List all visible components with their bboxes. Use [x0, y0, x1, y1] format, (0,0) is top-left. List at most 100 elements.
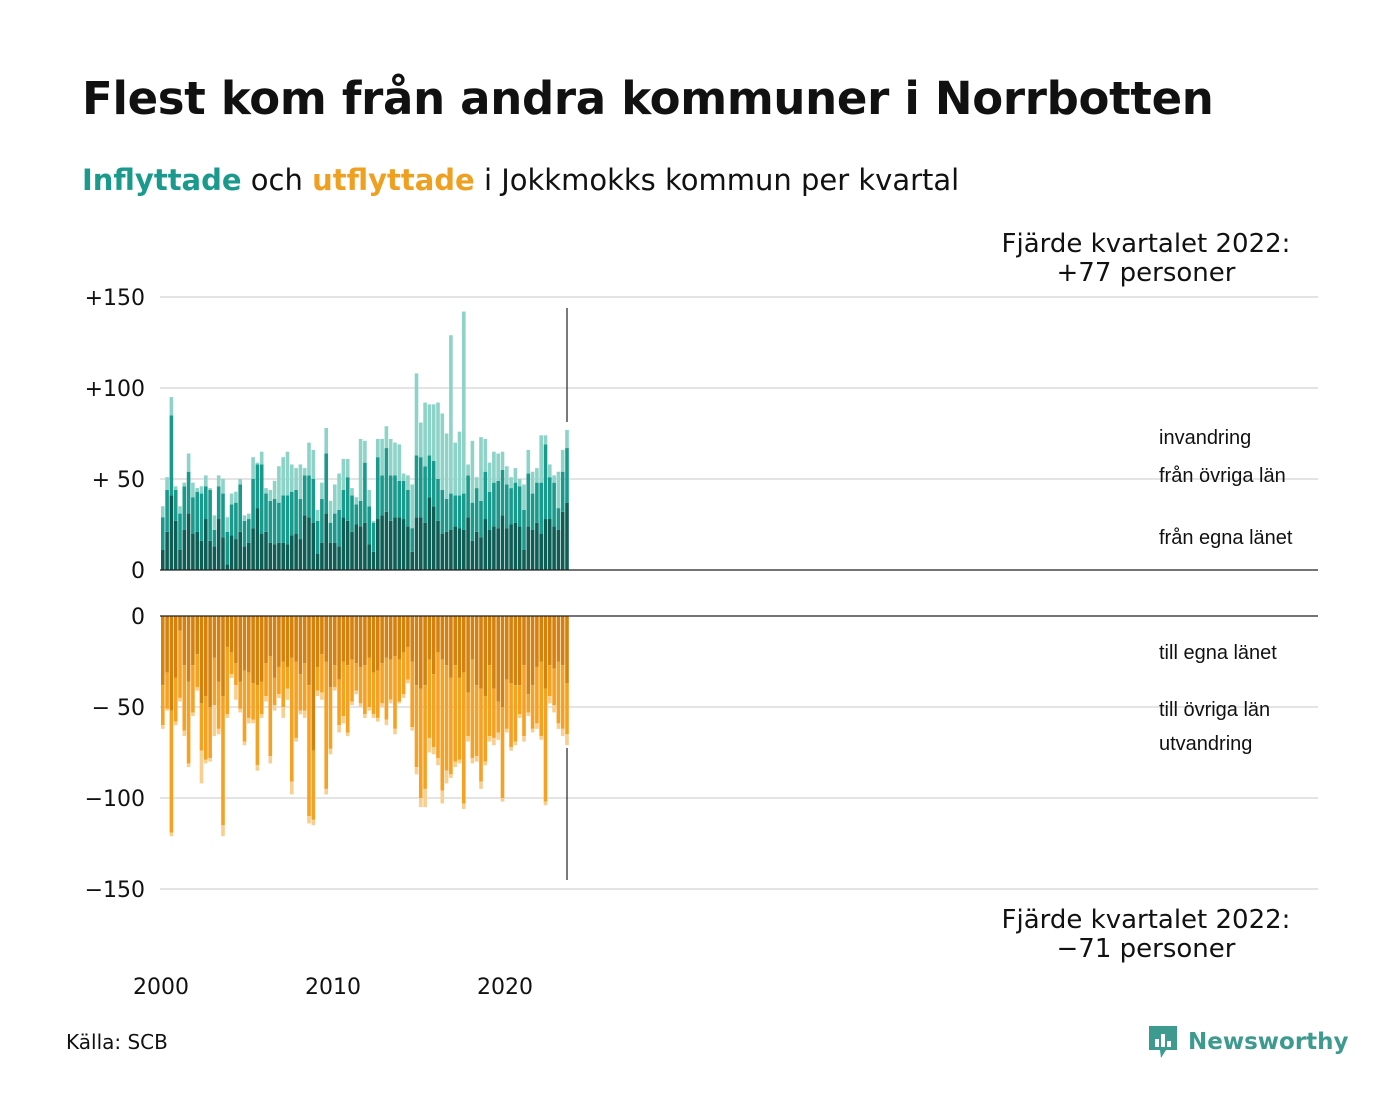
series-label-in: från egna länet [1159, 527, 1293, 549]
bar-out-segment [264, 663, 268, 697]
bar-out-segment [285, 688, 290, 700]
bar-out-segment [341, 616, 346, 662]
bar-in-segment [298, 499, 303, 540]
bar-out-segment [290, 657, 294, 782]
bar-in-segment [388, 520, 393, 570]
series-labels: från egna länet från övriga län invandring… [1159, 427, 1293, 755]
bar-out-segment [470, 616, 475, 660]
bar-in-segment [341, 517, 346, 570]
bar-in-segment [431, 506, 436, 570]
bar-out-segment [264, 616, 268, 664]
bar-out-segment [530, 685, 535, 729]
series-label-out: till övriga län [1159, 699, 1270, 721]
bar-out-segment [410, 616, 414, 662]
bar-in-segment [483, 471, 488, 520]
bar-out-segment [522, 736, 526, 742]
bar-in-segment [311, 522, 316, 570]
bar-in-segment [449, 529, 453, 570]
bar-in-segment [182, 529, 187, 570]
bar-out-segment [419, 798, 423, 808]
bar-out-segment [320, 616, 324, 655]
bar-in-segment [229, 493, 234, 505]
bar-in-segment [522, 549, 526, 570]
bar-in-segment [311, 479, 316, 523]
bar-in-segment [320, 499, 324, 543]
bar-in-segment [505, 484, 509, 529]
bar-in-segment [277, 466, 281, 503]
bar-out-segment [376, 670, 380, 718]
bar-out-segment [556, 723, 561, 729]
bar-in-segment [320, 542, 324, 570]
bar-out-segment [548, 696, 552, 704]
bar-in-segment [307, 442, 311, 476]
bar-out-segment [406, 679, 410, 684]
bar-in-segment [234, 539, 238, 570]
bar-in-segment [449, 335, 453, 494]
bar-out-segment [517, 616, 522, 686]
bar-in-segment [345, 458, 350, 478]
bar-out-segment [410, 727, 414, 731]
x-tick-label: 2000 [133, 975, 189, 1000]
bar-out-segment [414, 616, 419, 686]
bar-in-segment [436, 520, 440, 570]
bar-in-segment [556, 529, 561, 570]
bar-out-segment [457, 759, 462, 764]
y-tick-label-out: −150 [85, 878, 145, 903]
bar-out-segment [384, 719, 389, 726]
bar-out-segment [259, 681, 264, 715]
bar-in-segment [169, 415, 174, 496]
bar-out-segment [479, 688, 483, 782]
bar-in-segment [440, 489, 445, 534]
bar-out-segment [492, 688, 496, 738]
bar-out-segment [277, 666, 281, 695]
bar-in-segment [259, 464, 264, 534]
brand-name: Newsworthy [1188, 1029, 1349, 1055]
bar-out-segment [560, 616, 565, 666]
bar-in-segment [406, 526, 410, 570]
bar-out-segment [539, 736, 543, 740]
bar-in-segment [419, 457, 423, 518]
bar-in-segment [509, 477, 513, 489]
bar-out-segment [281, 707, 285, 718]
annotation-top-line2: +77 personer [1057, 258, 1236, 288]
bar-out-segment [513, 741, 518, 746]
bar-out-segment [436, 757, 440, 766]
bar-in-segment [560, 471, 565, 512]
bar-in-segment [161, 549, 165, 570]
bar-in-segment [242, 546, 247, 570]
bar-in-segment [509, 524, 513, 570]
bar-out-segment [161, 725, 165, 729]
bar-in-segment [204, 486, 208, 520]
bar-in-segment [380, 475, 384, 516]
bar-out-segment [302, 616, 307, 664]
bar-out-segment [290, 616, 294, 658]
bar-in-segment [225, 517, 230, 532]
bar-in-segment [195, 488, 199, 492]
bar-in-segment [462, 529, 466, 570]
bar-out-segment [419, 616, 423, 689]
bar-in-segment [259, 533, 264, 570]
bar-in-segment [388, 438, 393, 476]
bar-out-segment [470, 659, 475, 758]
bar-in-segment [483, 519, 488, 570]
bar-out-segment [483, 696, 488, 762]
bar-out-segment [380, 663, 384, 704]
bar-out-segment [401, 694, 406, 698]
bar-in-segment [268, 542, 273, 570]
bar-out-segment [173, 677, 178, 722]
bar-out-segment [251, 719, 255, 724]
bar-out-segment [204, 696, 208, 760]
bar-out-segment [367, 707, 371, 711]
bar-out-segment [457, 616, 462, 678]
bar-out-segment [186, 616, 191, 682]
bar-out-segment [376, 616, 380, 671]
subtitle-och: och [250, 163, 303, 197]
bar-in-segment [393, 517, 397, 570]
bar-in-segment [354, 504, 359, 525]
bar-out-segment [487, 616, 492, 666]
bar-in-segment [444, 531, 449, 570]
bar-out-segment [182, 730, 187, 737]
bar-in-segment [522, 484, 526, 510]
bar-in-segment [277, 502, 281, 543]
y-tick-label-out: − 50 [92, 696, 145, 721]
